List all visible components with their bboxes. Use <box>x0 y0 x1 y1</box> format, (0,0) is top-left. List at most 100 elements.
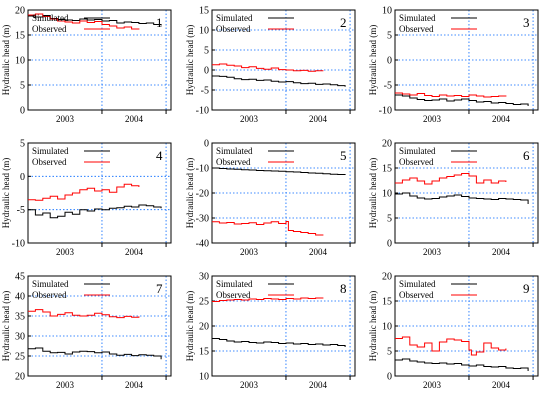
y-tick-label: 20 <box>199 322 209 333</box>
y-tick-label: -30 <box>196 214 209 225</box>
legend-label: Simulated <box>216 279 253 289</box>
series-line-observed <box>28 183 140 201</box>
y-tick-label: -20 <box>196 189 209 200</box>
y-tick-label: 5 <box>204 46 209 57</box>
series-line-simulated <box>28 204 162 219</box>
legend-label: Observed <box>399 24 434 34</box>
x-tick-label: 2003 <box>240 114 259 124</box>
panel-number: 2 <box>340 15 347 30</box>
panel-number: 9 <box>523 281 530 296</box>
y-tick-label: 5 <box>387 347 392 358</box>
y-tick-label: -10 <box>12 239 25 250</box>
legend-label: Observed <box>32 24 67 34</box>
y-tick-label: 0 <box>204 139 209 150</box>
panel-number: 3 <box>523 15 530 30</box>
panel-4: -10 -5 0 5 2003 2004 Hydraulic head (m) Simulat… <box>1 139 172 257</box>
y-tick-label: 15 <box>199 347 209 358</box>
series-line-observed <box>28 13 140 30</box>
panel-number: 6 <box>523 148 530 163</box>
legend-label: Observed <box>399 290 434 300</box>
panel-6: 0 5 10 15 20 2003 2004 Hydraulic head (m) Simula… <box>368 139 539 257</box>
series-line-simulated <box>395 358 529 371</box>
y-tick-label: 15 <box>382 297 392 308</box>
y-axis-label: Hydraulic head (m) <box>368 291 378 361</box>
y-tick-label: 5 <box>20 81 25 92</box>
series-line-observed <box>395 173 507 185</box>
legend-label: Simulated <box>399 13 436 23</box>
legend-label: Simulated <box>32 279 69 289</box>
series-line-simulated <box>28 347 162 360</box>
x-tick-label: 2003 <box>423 247 442 257</box>
series-line-observed <box>212 297 324 302</box>
x-tick-label: 2003 <box>240 380 259 390</box>
y-tick-label: -5 <box>384 81 392 92</box>
x-tick-label: 2004 <box>125 114 144 124</box>
panel-2: -10 -5 0 5 10 15 2003 2004 Hydraulic head (m) Sim… <box>185 6 356 124</box>
y-tick-label: 10 <box>382 322 392 333</box>
y-tick-label: -10 <box>379 106 392 117</box>
y-tick-label: 5 <box>20 139 25 150</box>
y-tick-label: 45 <box>15 272 25 283</box>
y-tick-label: 0 <box>20 172 25 183</box>
x-tick-label: 2003 <box>240 247 259 257</box>
x-tick-label: 2004 <box>125 380 144 390</box>
legend-label: Observed <box>216 24 251 34</box>
y-tick-label: 0 <box>387 372 392 383</box>
plot-frame <box>27 275 172 377</box>
y-axis-label: Hydraulic head (m) <box>368 158 378 228</box>
x-tick-label: 2004 <box>492 380 511 390</box>
y-axis-label: Hydraulic head (m) <box>368 25 378 95</box>
y-axis-label: Hydraulic head (m) <box>185 25 195 95</box>
x-tick-label: 2004 <box>309 380 328 390</box>
y-tick-label: 35 <box>15 312 25 323</box>
plot-frame <box>211 9 356 111</box>
legend-label: Simulated <box>399 279 436 289</box>
series-line-simulated <box>395 94 529 106</box>
panel-number: 5 <box>340 148 347 163</box>
legend-label: Simulated <box>216 13 253 23</box>
series-line-observed <box>28 309 140 319</box>
y-tick-label: -10 <box>196 164 209 175</box>
panel-number: 8 <box>340 281 347 296</box>
y-tick-label: 0 <box>387 239 392 250</box>
y-tick-label: 10 <box>382 6 392 17</box>
panel-number: 4 <box>156 148 163 163</box>
y-tick-label: 25 <box>199 297 209 308</box>
y-tick-label: -5 <box>201 86 209 97</box>
x-tick-label: 2004 <box>125 247 144 257</box>
y-tick-label: -5 <box>17 205 25 216</box>
series-line-simulated <box>212 75 346 87</box>
panel-7: 20 25 30 35 40 45 2003 2004 Hydraulic head (m) Si… <box>1 272 172 390</box>
y-axis-label: Hydraulic head (m) <box>185 158 195 228</box>
legend-label: Simulated <box>216 146 253 156</box>
y-tick-label: 20 <box>15 372 25 383</box>
y-tick-label: 20 <box>382 272 392 283</box>
x-tick-label: 2004 <box>309 114 328 124</box>
legend-label: Simulated <box>399 146 436 156</box>
y-tick-label: 40 <box>15 292 25 303</box>
series-line-observed <box>212 63 324 72</box>
panel-8: 10 15 20 25 30 2003 2004 Hydraulic head (m) Simu… <box>185 272 356 390</box>
y-tick-label: 10 <box>382 189 392 200</box>
legend-label: Observed <box>216 290 251 300</box>
series-line-observed <box>395 92 507 98</box>
y-tick-label: 30 <box>15 332 25 343</box>
panel-1: 0 5 10 15 20 2003 2004 Hydraulic head (m) Simula… <box>1 6 172 124</box>
y-tick-label: 15 <box>15 31 25 42</box>
y-tick-label: -40 <box>196 239 209 250</box>
x-tick-label: 2003 <box>423 380 442 390</box>
series-line-simulated <box>212 167 346 175</box>
y-tick-label: 30 <box>199 272 209 283</box>
y-axis-label: Hydraulic head (m) <box>185 291 195 361</box>
x-tick-label: 2004 <box>492 247 511 257</box>
x-tick-label: 2004 <box>492 114 511 124</box>
series-line-simulated <box>395 192 529 204</box>
legend-label: Observed <box>216 157 251 167</box>
x-tick-label: 2004 <box>309 247 328 257</box>
legend-label: Observed <box>399 157 434 167</box>
y-tick-label: 20 <box>382 139 392 150</box>
legend-label: Observed <box>32 157 67 167</box>
series-line-simulated <box>212 338 346 347</box>
y-tick-label: 20 <box>15 6 25 17</box>
y-tick-label: 10 <box>199 372 209 383</box>
